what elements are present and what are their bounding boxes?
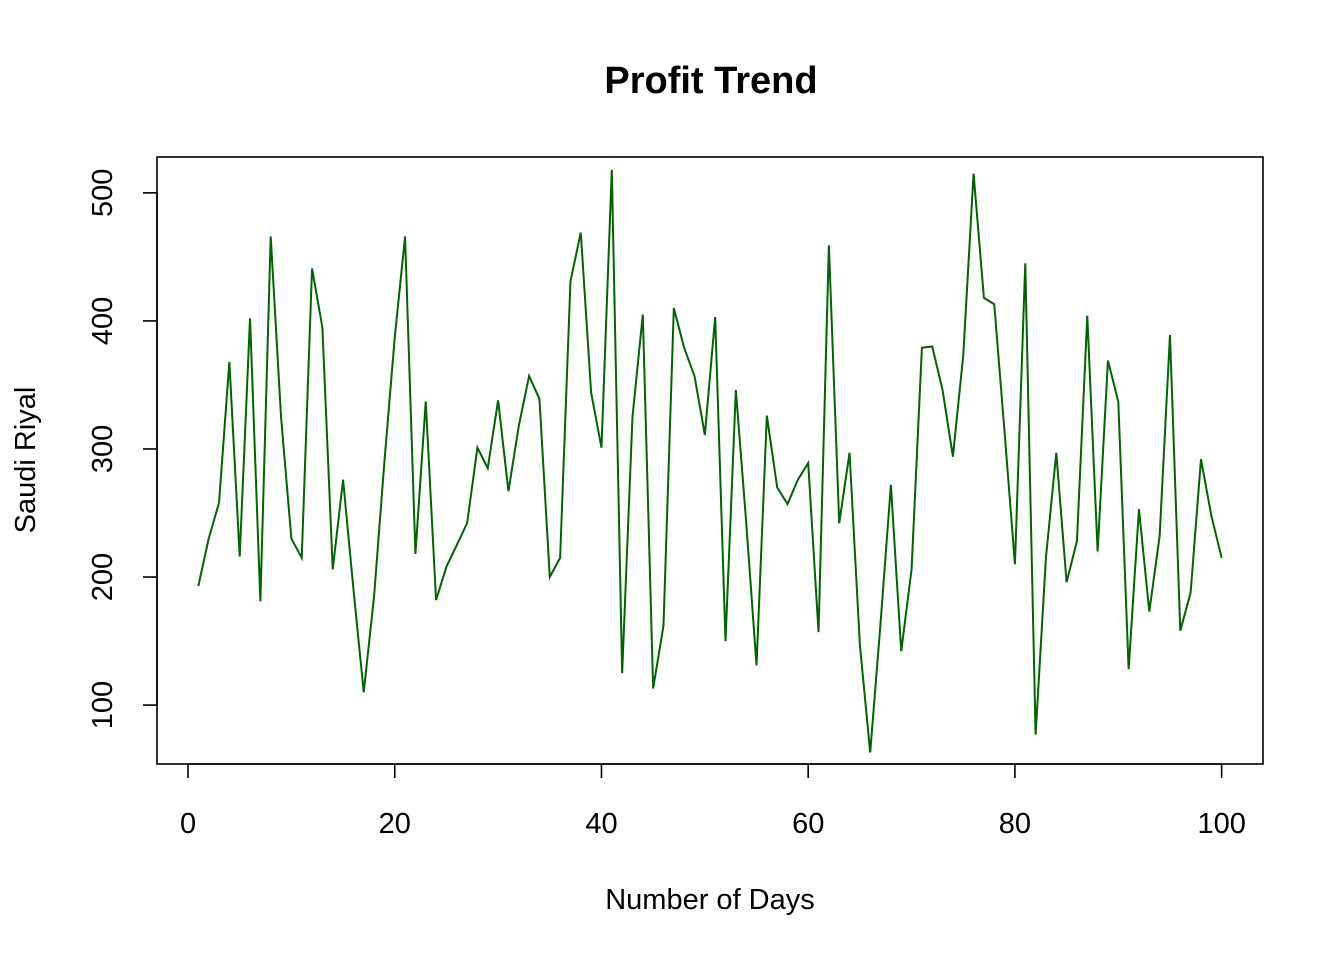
x-tick-label: 20 <box>379 808 411 840</box>
x-tick-label: 60 <box>792 808 824 840</box>
x-tick-label: 80 <box>999 808 1031 840</box>
y-axis-label: Saudi Riyal <box>10 387 42 534</box>
y-tick-label: 100 <box>87 681 119 729</box>
x-tick-label: 40 <box>585 808 617 840</box>
x-tick-label: 100 <box>1197 808 1245 840</box>
x-axis-label: Number of Days <box>605 884 815 916</box>
y-tick-label: 500 <box>87 169 119 217</box>
x-tick-label: 0 <box>180 808 196 840</box>
y-axis: 100 200 300 400 500 <box>87 169 158 729</box>
series-line <box>197 169 1223 753</box>
x-axis: 0 20 40 60 80 100 <box>180 763 1246 840</box>
chart-title: Profit Trend <box>604 60 817 102</box>
series-layer <box>197 169 1223 753</box>
plot-frame <box>156 156 1264 765</box>
y-tick-label: 200 <box>87 553 119 601</box>
y-tick-label: 300 <box>87 425 119 473</box>
y-tick-label: 400 <box>87 297 119 345</box>
